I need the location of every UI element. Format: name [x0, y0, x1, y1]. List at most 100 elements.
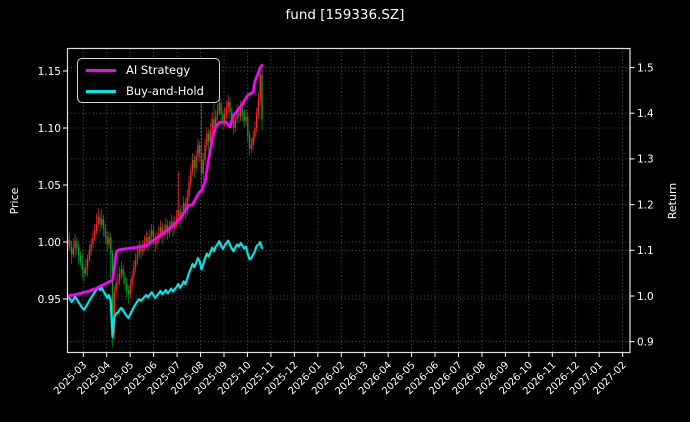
candle-body	[120, 269, 123, 274]
candle-body	[227, 101, 229, 108]
candle-body	[234, 118, 237, 128]
candle-body	[79, 255, 82, 263]
candle-body	[222, 114, 224, 123]
legend-label-ai-strategy: AI Strategy	[126, 63, 191, 77]
candle-body	[255, 114, 258, 128]
candle-body	[206, 133, 208, 146]
candle-body	[110, 237, 112, 254]
candle-body	[86, 259, 89, 268]
candle-body	[133, 267, 135, 277]
candle-body	[77, 247, 80, 256]
return-tick-label: 0.9	[637, 337, 654, 349]
candle-body	[202, 159, 204, 174]
candle-body	[183, 203, 185, 213]
ai-strategy-line-swatch	[86, 68, 116, 72]
chart-title: fund [159336.SZ]	[285, 7, 405, 23]
candle-body	[111, 253, 114, 334]
candle-body	[218, 102, 220, 111]
candle-body	[152, 230, 155, 238]
candle-body	[204, 145, 206, 160]
candle-body	[122, 269, 124, 277]
candle-body	[150, 230, 153, 237]
candle-body	[124, 276, 126, 284]
candle-body	[134, 260, 137, 268]
candle-body	[199, 145, 201, 154]
return-tick-label: 1.0	[637, 291, 654, 303]
buy-and-hold-line	[66, 239, 264, 339]
candle-body	[215, 116, 217, 128]
legend: AI Strategy Buy-and-Hold	[77, 58, 220, 103]
candle-body	[257, 99, 260, 115]
candle-body	[88, 251, 91, 260]
candle-body	[143, 242, 146, 247]
candle-body	[161, 227, 164, 236]
candle-body	[99, 216, 101, 225]
candle-body	[238, 110, 240, 117]
candle-body	[74, 240, 76, 249]
candle-body	[252, 137, 254, 146]
candle-body	[140, 247, 142, 252]
price-candles	[67, 64, 263, 347]
price-tick-label: 1.15	[38, 66, 61, 78]
candle-body	[248, 134, 251, 149]
candle-body	[118, 273, 121, 281]
return-tick-label: 1.2	[637, 199, 654, 211]
candle-body	[207, 133, 210, 142]
candle-body	[200, 153, 203, 174]
candle-body	[197, 145, 199, 157]
candle-body	[69, 239, 71, 247]
candle-body	[85, 267, 87, 274]
candle-body	[195, 156, 197, 168]
candle-body	[220, 102, 222, 115]
candle-body	[106, 236, 108, 245]
legend-label-buy-and-hold: Buy-and-Hold	[126, 84, 204, 98]
candle-body	[254, 128, 256, 138]
candle-body	[250, 145, 253, 149]
candle-body	[223, 114, 226, 123]
candle-body	[213, 118, 215, 128]
candle-body	[184, 203, 187, 211]
price-tick-label: 0.95	[38, 294, 61, 306]
candle-body	[117, 280, 119, 284]
candle-body	[170, 221, 172, 228]
candle-body	[102, 219, 105, 229]
price-tick-label: 1.05	[38, 180, 61, 192]
candle-body	[108, 237, 110, 245]
candle-body	[81, 262, 83, 270]
candle-body	[156, 238, 158, 245]
price-tick-label: 1.10	[38, 123, 61, 135]
candle-body	[190, 171, 192, 183]
candle-body	[259, 74, 261, 100]
candle-body	[154, 237, 156, 245]
candle-body	[101, 219, 103, 225]
candle-body	[243, 114, 245, 122]
candle-body	[236, 110, 238, 119]
candle-wick	[72, 238, 74, 258]
candle-body	[241, 107, 244, 115]
candle-body	[159, 227, 162, 233]
return-tick-label: 1.1	[637, 245, 654, 257]
candle-body	[209, 130, 212, 142]
legend-item-ai-strategy: AI Strategy	[78, 62, 219, 78]
tick-labels: 1.15 1.10 1.05 1.00 0.95 1.5 1.4 1.3 1.2 1.1 1.0 0.…	[38, 62, 654, 397]
candle-body	[216, 110, 219, 117]
ai-strategy-line	[66, 63, 264, 298]
candle-body	[104, 228, 107, 237]
candle-body	[145, 237, 148, 242]
candle-body	[127, 289, 130, 295]
return-tick-label: 1.5	[637, 62, 654, 74]
price-tick-label: 1.00	[38, 237, 61, 249]
candle-body	[95, 223, 98, 231]
candle-body	[126, 283, 128, 290]
candle-body	[115, 283, 117, 293]
return-tick-label: 1.4	[637, 108, 654, 120]
candle-body	[175, 216, 178, 223]
candle-body	[83, 269, 85, 274]
candle-body	[70, 246, 73, 255]
candle-body	[142, 246, 144, 252]
buy-and-hold-line-swatch	[86, 89, 116, 93]
axis-ticks	[63, 67, 635, 357]
candle-body	[147, 237, 149, 244]
candle-body	[131, 276, 133, 286]
